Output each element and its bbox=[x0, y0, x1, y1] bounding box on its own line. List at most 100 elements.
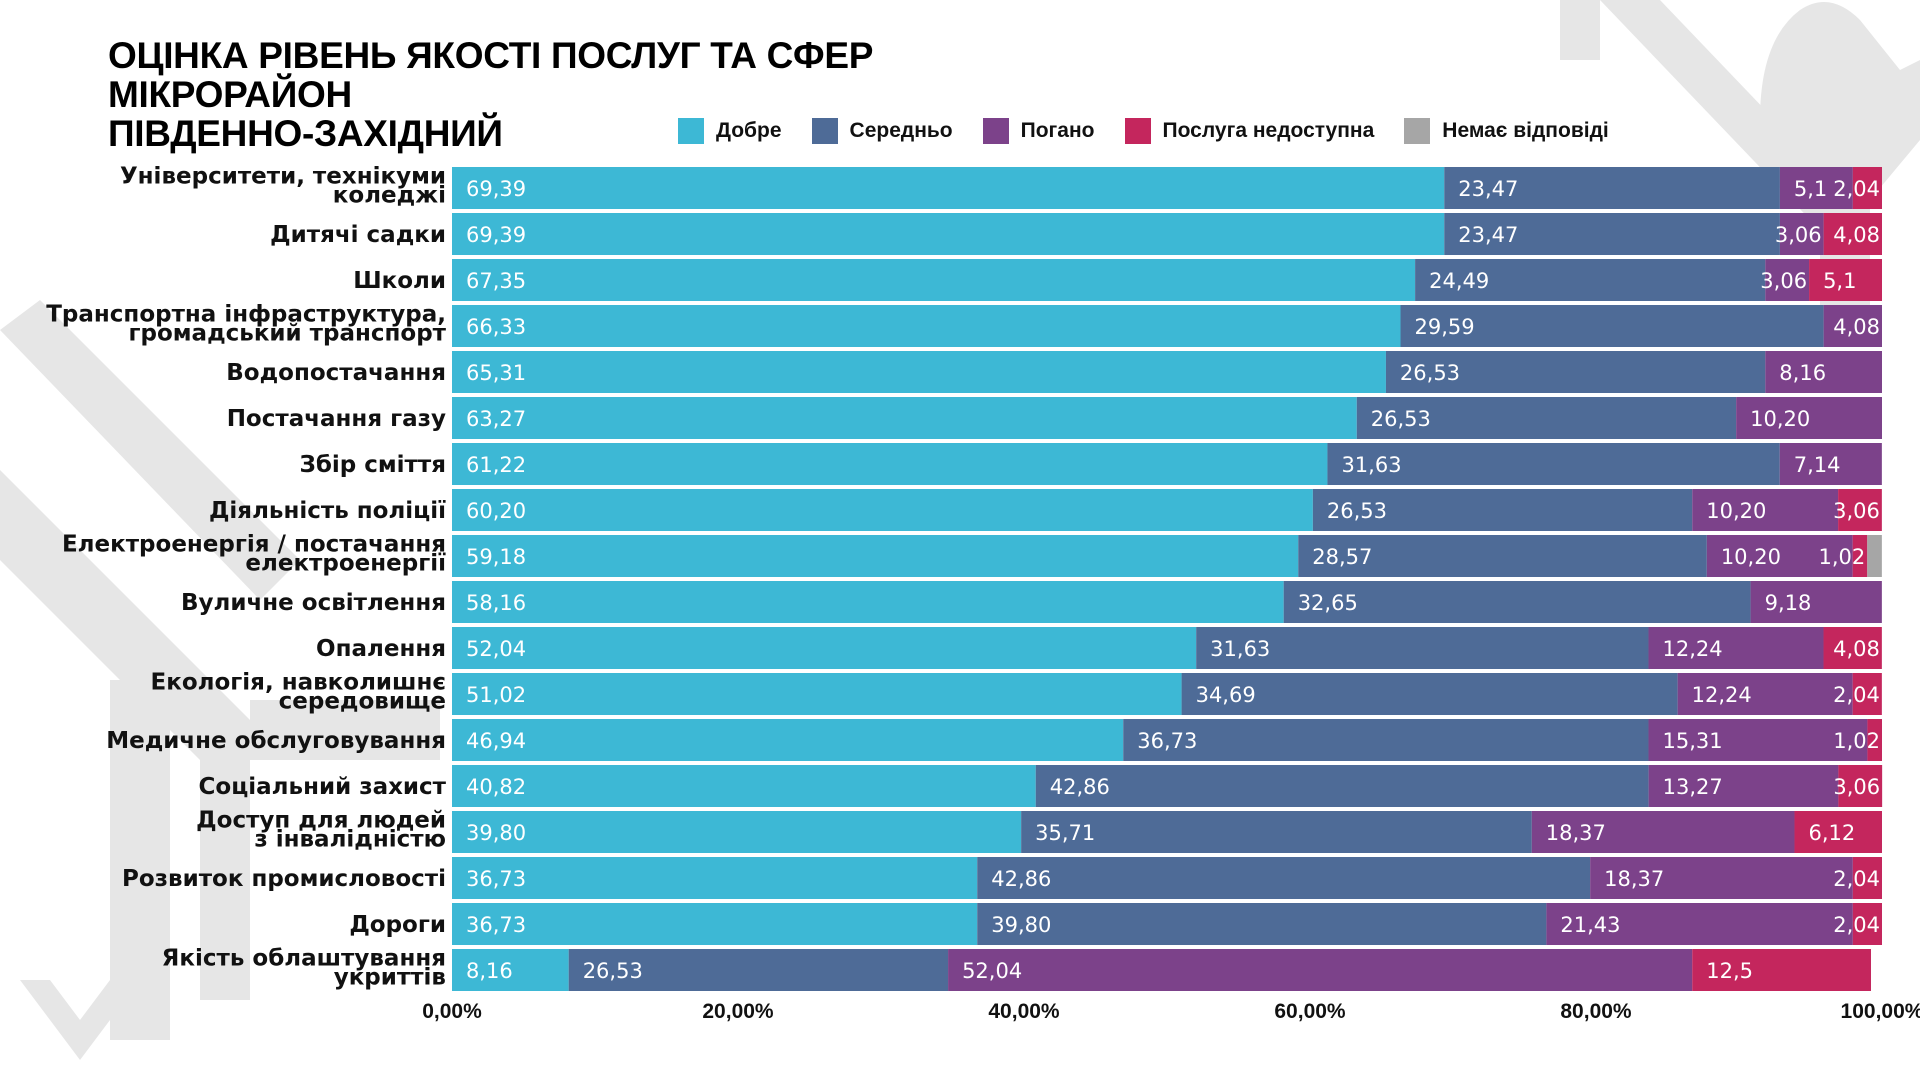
data-label: 2,04 bbox=[1833, 913, 1880, 937]
data-label: 26,53 bbox=[583, 959, 643, 983]
category-label: Дороги bbox=[349, 912, 446, 938]
bar-segment-average bbox=[568, 949, 949, 991]
data-label: 52,04 bbox=[466, 637, 526, 661]
data-label: 7,14 bbox=[1794, 453, 1841, 477]
data-label: 39,80 bbox=[466, 821, 526, 845]
bar-segment-bad bbox=[1677, 673, 1853, 715]
data-label: 35,71 bbox=[1035, 821, 1095, 845]
bar-row: Дитячі садки 69,39 23,47 3,06 4,08 bbox=[270, 213, 1882, 255]
bar-segment-good bbox=[452, 489, 1313, 531]
legend-label: Середньо bbox=[849, 119, 953, 142]
data-label: 3,06 bbox=[1833, 775, 1880, 799]
bar-segment-average bbox=[1196, 627, 1649, 669]
data-label: 34,69 bbox=[1196, 683, 1256, 707]
bar-segment-good bbox=[452, 305, 1401, 347]
data-label: 4,08 bbox=[1833, 315, 1880, 339]
legend-swatch bbox=[982, 118, 1009, 144]
bar-segment-average bbox=[1385, 351, 1766, 393]
bar-row: Школи 67,35 24,49 3,06 5,1 bbox=[353, 259, 1882, 301]
category-label: Вуличне освітлення bbox=[181, 590, 446, 616]
bar-segment-no-answer bbox=[1867, 535, 1882, 577]
bar-segment-unavailable bbox=[1823, 213, 1882, 255]
bar-segment-good bbox=[452, 765, 1036, 807]
legend-swatch bbox=[1124, 118, 1151, 144]
bar-segment-average bbox=[1021, 811, 1532, 853]
bar-segment-good bbox=[452, 213, 1445, 255]
category-label: Опалення bbox=[316, 636, 446, 662]
data-label: 2,04 bbox=[1833, 177, 1880, 201]
legend-item: Немає відповіді bbox=[1404, 118, 1609, 144]
data-label: 65,31 bbox=[466, 361, 526, 385]
category-label: Діяльність поліції bbox=[209, 498, 446, 524]
data-label: 4,08 bbox=[1833, 637, 1880, 661]
category-label: Університети, технікуми bbox=[120, 164, 446, 190]
data-label: 6,12 bbox=[1808, 821, 1855, 845]
data-label: 12,24 bbox=[1662, 637, 1722, 661]
data-label: 40,82 bbox=[466, 775, 526, 799]
bar-segment-average bbox=[1035, 765, 1649, 807]
bar-segment-unavailable bbox=[1823, 627, 1882, 669]
data-label: 39,80 bbox=[991, 913, 1051, 937]
data-label: 63,27 bbox=[466, 407, 526, 431]
bar-row: Діяльність поліції 60,20 26,53 10,20 3,06 bbox=[209, 489, 1882, 531]
x-tick-label: 20,00% bbox=[702, 1000, 774, 1023]
data-label: 36,73 bbox=[1137, 729, 1197, 753]
category-label: середовище bbox=[279, 689, 446, 715]
bar-segment-bad bbox=[1648, 765, 1839, 807]
data-label: 60,20 bbox=[466, 499, 526, 523]
data-label: 42,86 bbox=[991, 867, 1051, 891]
bar-segment-average bbox=[1356, 397, 1737, 439]
category-label: з інвалідністю bbox=[254, 827, 446, 853]
bar-segment-bad bbox=[1779, 167, 1853, 209]
legend-label: Добре bbox=[716, 119, 782, 142]
data-label: 36,73 bbox=[466, 867, 526, 891]
data-label: 69,39 bbox=[466, 223, 526, 247]
category-label: Збір сміття bbox=[299, 452, 446, 478]
bar-segment-good bbox=[452, 903, 978, 945]
x-tick-label: 60,00% bbox=[1274, 1000, 1346, 1023]
data-label: 1,02 bbox=[1833, 729, 1880, 753]
bar-segment-bad bbox=[1779, 213, 1824, 255]
category-label: Постачання газу bbox=[227, 406, 446, 432]
bar-segment-unavailable bbox=[1838, 765, 1883, 807]
category-label: Дитячі садки bbox=[270, 222, 446, 248]
bar-segment-unavailable bbox=[1852, 535, 1868, 577]
bar-row: Збір сміття 61,22 31,63 7,14 bbox=[299, 443, 1882, 485]
bar-segment-average bbox=[1444, 213, 1780, 255]
bar-segment-good bbox=[452, 627, 1197, 669]
bar-segment-unavailable bbox=[1794, 811, 1882, 853]
legend-label: Немає відповіді bbox=[1442, 119, 1609, 142]
title-line-2: МІКРОРАЙОН bbox=[108, 74, 352, 115]
data-label: 31,63 bbox=[1210, 637, 1270, 661]
data-label: 42,86 bbox=[1050, 775, 1110, 799]
legend-item: Послуга недоступна bbox=[1124, 118, 1374, 144]
bar-row: Медичне обслуговування 46,94 36,73 15,31 1,0… bbox=[106, 719, 1882, 761]
data-label: 26,53 bbox=[1327, 499, 1387, 523]
data-label: 10,20 bbox=[1750, 407, 1810, 431]
legend-swatch bbox=[811, 118, 838, 144]
x-tick-label: 80,00% bbox=[1560, 1000, 1632, 1023]
bar-segment-good bbox=[452, 949, 569, 991]
category-label: Екологія, навколишнє bbox=[151, 670, 446, 696]
legend-item: Погано bbox=[982, 118, 1095, 144]
bar-segment-average bbox=[1123, 719, 1649, 761]
bar-segment-bad bbox=[1648, 627, 1824, 669]
bar-segment-good bbox=[452, 811, 1022, 853]
data-label: 18,37 bbox=[1546, 821, 1606, 845]
bar-row: Вуличне освітлення 58,16 32,65 9,18 bbox=[181, 581, 1882, 623]
bar-segment-average bbox=[1298, 535, 1707, 577]
legend-swatch bbox=[678, 118, 704, 144]
bar-segment-good bbox=[452, 167, 1445, 209]
data-label: 3,06 bbox=[1760, 269, 1807, 293]
bar-segment-average bbox=[1283, 581, 1751, 623]
bar-segment-unavailable bbox=[1692, 949, 1871, 991]
bar-row: Водопостачання 65,31 26,53 8,16 bbox=[226, 351, 1882, 393]
category-label: Розвиток промисловості bbox=[122, 866, 446, 892]
data-label: 12,5 bbox=[1706, 959, 1753, 983]
data-label: 69,39 bbox=[466, 177, 526, 201]
bar-segment-bad bbox=[1692, 489, 1839, 531]
data-label: 10,20 bbox=[1721, 545, 1781, 569]
